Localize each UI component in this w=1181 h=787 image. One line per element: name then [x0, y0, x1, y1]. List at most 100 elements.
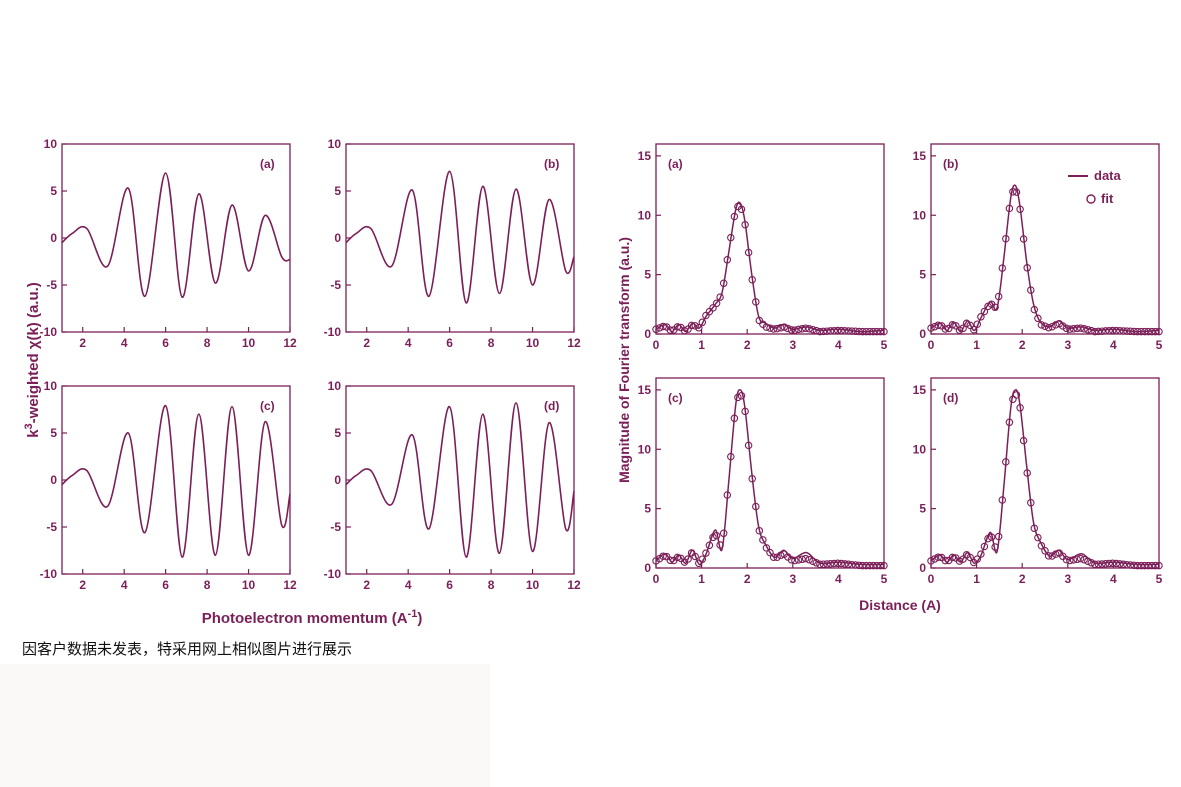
fit-point	[1148, 561, 1156, 570]
y-tick-label: 10	[638, 442, 652, 456]
x-tick-label: 5	[881, 572, 888, 586]
x-tick-label: 4	[121, 336, 128, 350]
chi-x-axis-title-pre: Photoelectron momentum (A	[202, 610, 408, 627]
y-tick-label: 0	[334, 473, 341, 487]
x-tick-label: 8	[488, 336, 495, 350]
y-tick-label: 5	[334, 426, 341, 440]
panel-frame	[61, 385, 291, 575]
fit-point	[1094, 560, 1103, 568]
x-tick-label: 2	[1019, 572, 1026, 586]
y-tick-label: 5	[50, 426, 57, 440]
panel-label: (d)	[544, 399, 559, 413]
fit-point	[1112, 326, 1121, 335]
panel-frame	[930, 377, 1160, 569]
legend-data-label: data	[1094, 168, 1122, 183]
fit-point	[1066, 325, 1074, 333]
fit-point	[880, 327, 888, 336]
fit-point	[1066, 556, 1074, 565]
fit-point	[977, 550, 985, 558]
fit-point	[1094, 327, 1103, 336]
chi-series-line	[345, 170, 575, 304]
y-tick-label: -10	[324, 325, 342, 339]
y-tick-label: 10	[44, 379, 58, 393]
fit-point	[823, 327, 831, 335]
x-tick-label: 0	[928, 338, 935, 352]
fit-point	[841, 560, 849, 568]
y-tick-label: 15	[638, 149, 652, 163]
data-series-line	[930, 184, 1160, 333]
fit-point	[1108, 559, 1117, 568]
fit-point	[955, 557, 964, 565]
fit-point	[759, 536, 767, 544]
fit-point	[1034, 533, 1042, 542]
fit-point	[1133, 561, 1142, 570]
fit-point	[769, 325, 778, 333]
panel-label: (b)	[943, 157, 958, 171]
fit-point	[952, 322, 960, 330]
chi-y-axis-title: k3-weighted χ(k) (a.u.)	[23, 282, 42, 438]
x-tick-label: 3	[789, 572, 796, 586]
y-tick-label: 15	[913, 383, 927, 397]
ft-x-axis-title: Distance (A)	[859, 597, 941, 613]
panel-frame	[930, 143, 1160, 335]
panel-frame	[61, 143, 291, 333]
fit-point	[844, 560, 853, 569]
x-tick-label: 5	[881, 338, 888, 352]
x-tick-label: 1	[973, 338, 980, 352]
x-tick-label: 6	[446, 336, 453, 350]
y-tick-label: 0	[334, 231, 341, 245]
y-tick-label: 10	[638, 208, 652, 222]
fit-point	[1041, 547, 1049, 555]
fit-point	[1080, 555, 1088, 564]
fit-point	[826, 327, 835, 335]
x-tick-label: 5	[1156, 572, 1163, 586]
data-series-line	[930, 389, 1160, 566]
fit-point	[977, 313, 985, 321]
fit-point	[1091, 327, 1099, 336]
panel-label: (b)	[544, 157, 559, 171]
fit-point	[833, 559, 842, 568]
fit-point	[1141, 561, 1149, 570]
fit-point	[798, 555, 806, 564]
x-tick-label: 0	[928, 572, 935, 586]
x-tick-label: 0	[653, 572, 660, 586]
fit-point	[787, 556, 796, 564]
panel-label: (c)	[260, 399, 275, 413]
fit-point	[927, 324, 935, 332]
fit-point	[702, 549, 710, 557]
fit-point	[869, 561, 878, 570]
fit-point	[684, 555, 692, 563]
fit-point	[1105, 326, 1113, 335]
fit-point	[1076, 324, 1085, 332]
fit-point	[1034, 314, 1042, 323]
x-tick-label: 3	[789, 338, 796, 352]
y-tick-label: 0	[644, 561, 651, 575]
x-tick-label: 12	[567, 336, 581, 350]
x-tick-label: 1	[973, 572, 980, 586]
legend: data fit	[1068, 168, 1122, 206]
fit-point	[1119, 560, 1128, 569]
fit-point	[966, 321, 974, 330]
fit-point	[1108, 326, 1117, 335]
fit-point	[837, 559, 846, 568]
x-tick-label: 6	[162, 578, 169, 592]
y-tick-label: 10	[328, 379, 342, 393]
fit-point	[837, 326, 846, 335]
x-tick-label: 2	[744, 338, 751, 352]
y-tick-label: 5	[644, 502, 651, 516]
x-tick-label: 10	[526, 336, 540, 350]
fit-point	[801, 324, 810, 332]
panel-chi-a: 2 4 6 8 10 12 -10 -5 0 5 10 (a)	[40, 137, 297, 350]
x-tick-label: 8	[204, 336, 211, 350]
x-tick-label: 8	[204, 578, 211, 592]
panel-frame	[345, 143, 575, 333]
y-tick-label: 5	[919, 268, 926, 282]
panel-frame	[345, 385, 575, 575]
fit-point	[1137, 561, 1145, 570]
fit-point	[880, 561, 888, 570]
fit-point	[652, 325, 660, 334]
x-tick-label: 4	[405, 578, 412, 592]
x-tick-label: 4	[835, 338, 842, 352]
fit-point	[1123, 560, 1131, 569]
fit-point	[970, 325, 978, 334]
